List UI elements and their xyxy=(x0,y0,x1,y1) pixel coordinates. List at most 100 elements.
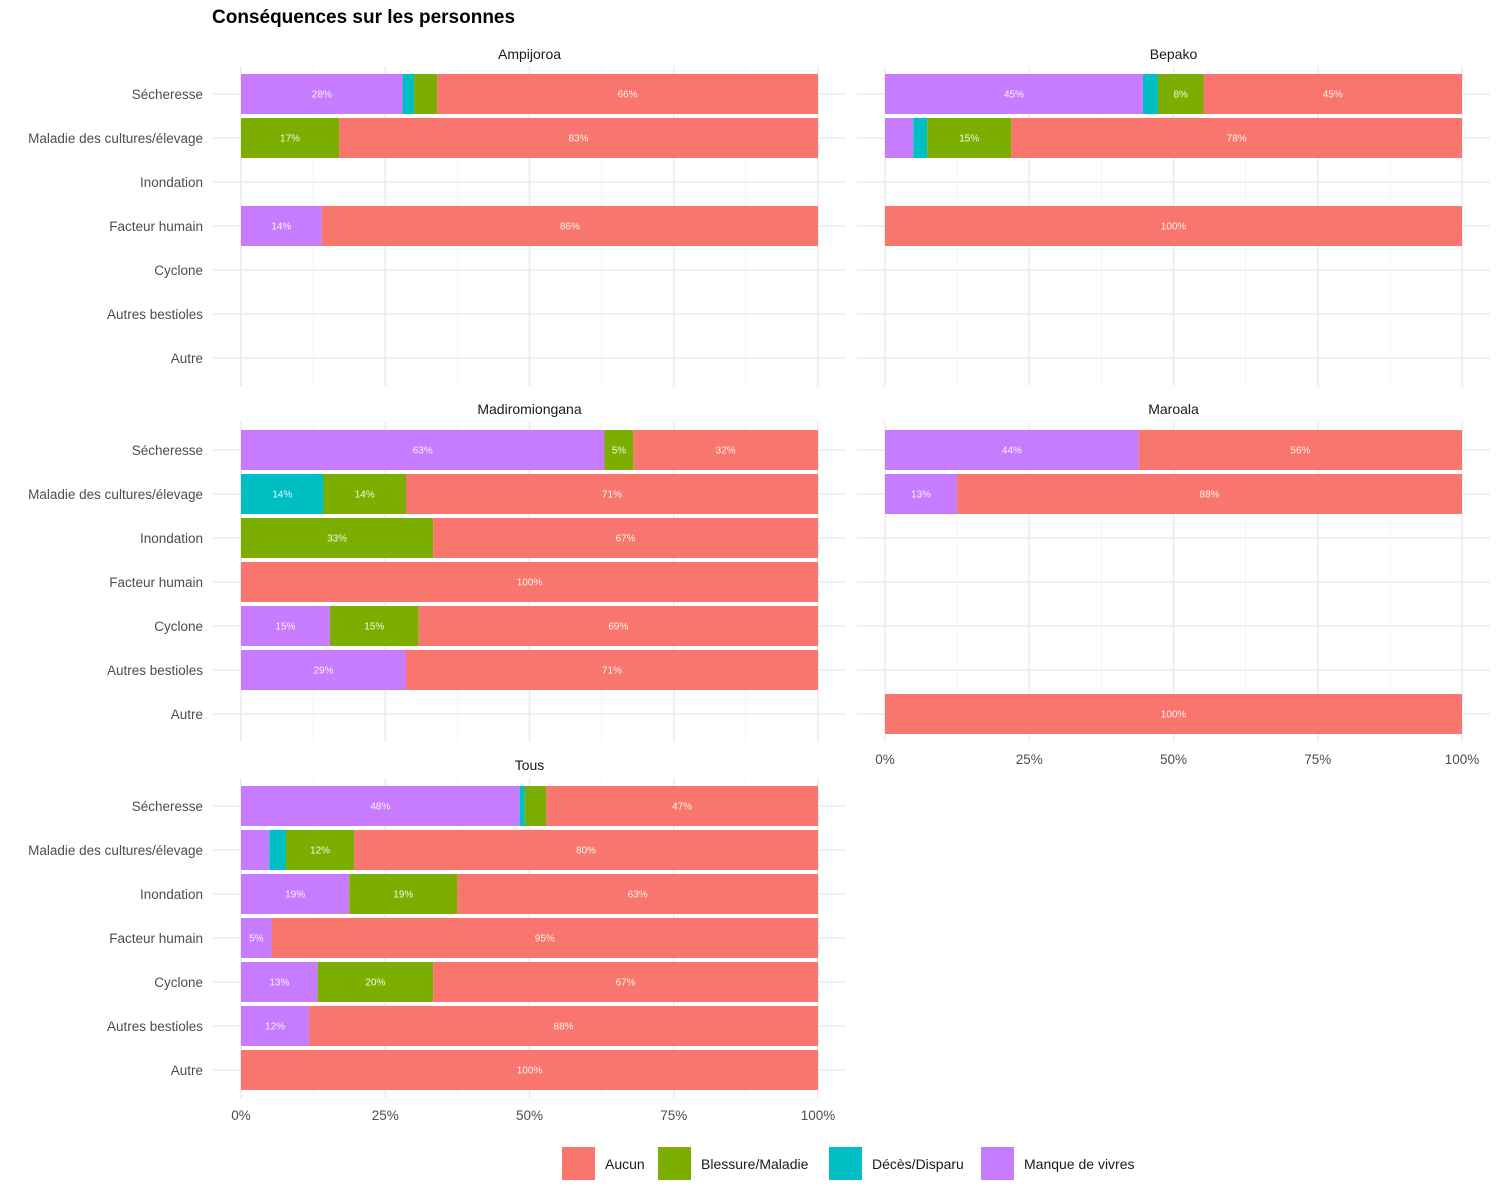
data-label: 63% xyxy=(413,446,433,457)
bar-segment-aucun xyxy=(241,562,818,602)
y-tick-label: Facteur humain xyxy=(109,931,203,946)
bar-segment-blessure-maladie xyxy=(329,606,419,646)
y-tick-label: Autres bestioles xyxy=(107,307,203,322)
legend-item-deces-disparu: Décès/Disparu xyxy=(829,1147,964,1180)
bar-segment-blessure-maladie xyxy=(241,518,434,558)
bar-segment-manque-de-vivres xyxy=(241,606,330,646)
data-label: 47% xyxy=(672,802,692,813)
bar-segment-aucun xyxy=(271,918,818,958)
bar-segment-manque-de-vivres xyxy=(885,474,958,514)
y-tick-label: Sécheresse xyxy=(132,443,203,458)
x-tick-label: 75% xyxy=(660,1108,687,1123)
panel-ampijoroa: Ampijoroa Sécheresse Maladie des cultures/… xyxy=(28,46,846,386)
bar-row-facteur-humain: 100% xyxy=(885,206,1462,246)
bar-segment-manque-de-vivres xyxy=(885,118,914,158)
y-tick-label: Maladie des cultures/élevage xyxy=(28,487,203,502)
data-label: 5% xyxy=(612,446,627,457)
bar-row-cyclone: 13% 20% 67% xyxy=(241,962,818,1002)
y-tick-label: Autres bestioles xyxy=(107,1019,203,1034)
data-label: 14% xyxy=(272,490,292,501)
bar-row-maladie-des-cultures-elevage: 17% 83% xyxy=(241,118,818,158)
bar-segment-deces-disparu xyxy=(402,74,415,114)
bar-segment-aucun xyxy=(957,474,1462,514)
bar-row-cyclone: 15% 15% 69% xyxy=(241,606,818,646)
y-tick-label: Autre xyxy=(171,707,203,722)
bar-segment-aucun xyxy=(406,474,818,514)
data-label: 29% xyxy=(314,666,334,677)
data-label: 67% xyxy=(616,978,636,989)
x-tick-label: 100% xyxy=(1445,752,1480,767)
bar-row-facteur-humain: 14% 86% xyxy=(241,206,818,246)
data-label: 17% xyxy=(280,134,300,145)
bar-segment-aucun xyxy=(309,1006,818,1046)
data-label: 78% xyxy=(1227,134,1247,145)
x-tick-label: 25% xyxy=(1016,752,1043,767)
y-tick-label: Maladie des cultures/élevage xyxy=(28,131,203,146)
data-label: 80% xyxy=(576,846,596,857)
panel-title: Bepako xyxy=(1150,46,1198,62)
bar-segment-blessure-maladie xyxy=(414,74,438,114)
panel-title: Ampijoroa xyxy=(498,46,561,62)
data-label: 8% xyxy=(1173,90,1188,101)
data-label: 56% xyxy=(1290,446,1310,457)
bar-row-autre: 100% xyxy=(241,1050,818,1090)
legend-label: Blessure/Maladie xyxy=(701,1156,809,1172)
bar-segment-aucun xyxy=(241,1050,818,1090)
bar-segment-manque-de-vivres xyxy=(241,786,520,826)
panel-title: Maroala xyxy=(1148,401,1199,417)
bar-segment-aucun xyxy=(546,786,818,826)
panel-title: Tous xyxy=(515,757,545,773)
panel-maroala: Maroala 44% 56% 13% 88% 100% 0% 25% 50% 75% 100% xyxy=(857,401,1490,767)
data-label: 5% xyxy=(249,934,264,945)
bar-row-maladie-des-cultures-elevage: 14% 14% 71% xyxy=(241,474,818,514)
legend-item-blessure-maladie: Blessure/Maladie xyxy=(658,1147,809,1180)
legend-swatch xyxy=(981,1147,1014,1180)
bar-segment-aucun xyxy=(433,518,818,558)
data-label: 67% xyxy=(616,534,636,545)
bar-row-secheresse: 44% 56% xyxy=(885,430,1462,470)
y-tick-label: Inondation xyxy=(140,887,203,902)
data-label: 100% xyxy=(1161,222,1187,233)
bar-row-autres-bestioles: 12% 88% xyxy=(241,1006,818,1046)
data-label: 13% xyxy=(269,978,289,989)
bar-segment-blessure-maladie xyxy=(317,962,434,1002)
bar-segment-manque-de-vivres xyxy=(241,1006,310,1046)
bar-row-secheresse: 45% 8% 45% xyxy=(885,74,1462,114)
bar-segment-manque-de-vivres xyxy=(241,830,270,870)
legend-item-manque-de-vivres: Manque de vivres xyxy=(981,1147,1135,1180)
panel-madiromiongana: Madiromiongana Sécheresse Maladie des cult… xyxy=(28,401,846,742)
y-tick-label: Cyclone xyxy=(154,975,203,990)
bar-segment-deces-disparu xyxy=(269,830,287,870)
y-tick-label: Autre xyxy=(171,351,203,366)
y-tick-label: Autre xyxy=(171,1063,203,1078)
y-tick-label: Autres bestioles xyxy=(107,663,203,678)
data-label: 100% xyxy=(1161,710,1187,721)
bar-row-inondation: 33% 67% xyxy=(241,518,818,558)
bar-segment-blessure-maladie xyxy=(286,830,355,870)
data-label: 100% xyxy=(517,578,543,589)
bar-row-inondation: 19% 19% 63% xyxy=(241,874,818,914)
bar-segment-aucun xyxy=(321,206,818,246)
data-label: 71% xyxy=(602,490,622,501)
bar-segment-aucun xyxy=(433,962,818,1002)
chart-title: Conséquences sur les personnes xyxy=(212,7,515,28)
bar-segment-aucun xyxy=(457,874,818,914)
panel-title: Madiromiongana xyxy=(477,401,581,417)
bar-row-maladie-des-cultures-elevage: 15% 78% xyxy=(885,118,1462,158)
y-tick-label: Cyclone xyxy=(154,619,203,634)
y-tick-label: Inondation xyxy=(140,531,203,546)
bar-segment-blessure-maladie xyxy=(524,786,547,826)
bar-segment-manque-de-vivres xyxy=(241,430,605,470)
legend-swatch xyxy=(658,1147,691,1180)
bar-segment-aucun xyxy=(885,206,1462,246)
x-tick-label: 0% xyxy=(875,752,895,767)
bar-segment-deces-disparu xyxy=(241,474,324,514)
bar-segment-manque-de-vivres xyxy=(241,874,350,914)
data-label: 12% xyxy=(265,1022,285,1033)
bar-segment-manque-de-vivres xyxy=(241,206,322,246)
bar-segment-aucun xyxy=(418,606,818,646)
data-label: 15% xyxy=(959,134,979,145)
facet-panels: Ampijoroa Sécheresse Maladie des cultures/… xyxy=(28,46,1490,1123)
legend-label: Manque de vivres xyxy=(1024,1156,1135,1172)
data-label: 45% xyxy=(1004,90,1024,101)
